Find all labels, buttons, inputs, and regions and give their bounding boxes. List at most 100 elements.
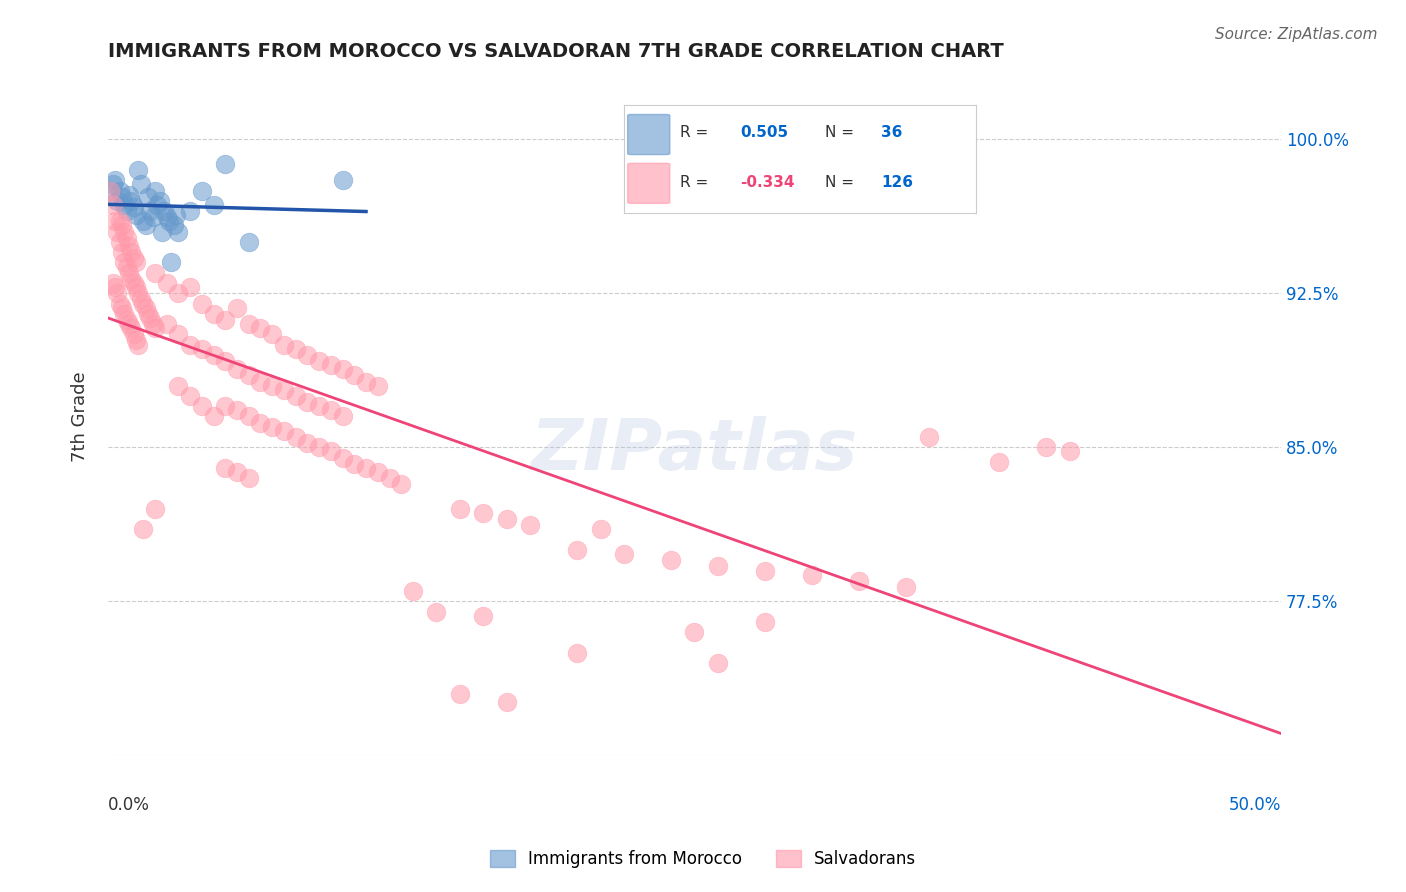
Point (118, 187, 141, 202)
Point (343, 457, 366, 471)
Point (800, 153, 823, 167)
Point (894, 580, 917, 594)
Point (108, 235, 131, 249)
Point (127, 163, 149, 178)
Point (105, 194, 128, 208)
Point (142, 211, 165, 225)
Point (143, 184, 166, 198)
Point (308, 440, 330, 454)
Point (226, 465, 249, 479)
Point (707, 656, 730, 670)
Point (202, 409, 225, 424)
Point (98, 184, 121, 198)
Point (122, 327, 145, 342)
Point (202, 198, 225, 212)
Point (132, 214, 155, 228)
Point (707, 559, 730, 574)
Point (332, 450, 354, 465)
Point (238, 235, 260, 249)
Point (127, 337, 149, 351)
Point (120, 272, 142, 286)
Point (613, 547, 636, 561)
Text: 50.0%: 50.0% (1229, 796, 1281, 814)
Point (284, 342, 307, 356)
Point (191, 184, 214, 198)
Point (135, 219, 157, 233)
Point (105, 286, 128, 301)
Point (226, 362, 249, 376)
Point (129, 178, 152, 192)
Point (238, 471, 260, 485)
Point (367, 378, 389, 392)
Point (104, 173, 127, 187)
Point (165, 208, 187, 222)
Point (139, 310, 162, 325)
Point (449, 687, 471, 701)
Point (143, 502, 166, 516)
Text: 0.0%: 0.0% (108, 796, 150, 814)
Point (122, 276, 145, 290)
Point (118, 317, 141, 331)
Point (143, 266, 166, 280)
Point (104, 280, 127, 294)
Point (115, 313, 138, 327)
Point (157, 214, 180, 228)
Point (273, 424, 295, 438)
Point (156, 211, 179, 225)
Point (179, 280, 201, 294)
Point (332, 362, 354, 376)
Point (111, 190, 134, 204)
Point (101, 178, 124, 192)
Point (202, 348, 225, 362)
Point (226, 301, 249, 315)
Point (800, 567, 823, 582)
Point (111, 301, 134, 315)
Point (567, 543, 589, 558)
Point (127, 286, 149, 301)
Point (112, 225, 135, 239)
Point (111, 245, 134, 260)
Point (238, 317, 260, 331)
Point (297, 395, 319, 409)
Point (112, 307, 135, 321)
Point (425, 605, 447, 619)
Point (918, 430, 941, 444)
Point (449, 502, 471, 516)
Point (754, 615, 776, 629)
Point (160, 255, 183, 269)
Point (191, 342, 214, 356)
Point (179, 389, 201, 403)
Point (214, 460, 236, 475)
Point (354, 375, 377, 389)
Point (332, 173, 354, 187)
Point (319, 358, 342, 372)
Point (249, 375, 271, 389)
Point (191, 296, 214, 310)
Point (125, 280, 148, 294)
Point (519, 518, 541, 533)
Point (354, 460, 377, 475)
Point (273, 383, 295, 397)
Point (389, 477, 412, 491)
Point (495, 695, 517, 709)
Point (308, 354, 330, 368)
Point (120, 321, 142, 335)
Point (262, 378, 284, 392)
Point (1059, 444, 1081, 458)
Point (226, 403, 249, 417)
Point (167, 378, 190, 392)
Point (495, 512, 517, 526)
Point (112, 255, 135, 269)
Legend: Immigrants from Morocco, Salvadorans: Immigrants from Morocco, Salvadorans (484, 843, 922, 875)
Point (308, 399, 330, 413)
Point (297, 436, 319, 450)
Point (214, 313, 236, 327)
Point (101, 276, 124, 290)
Point (108, 296, 131, 310)
Point (153, 204, 176, 219)
Point (122, 200, 145, 214)
Point (567, 646, 589, 660)
Point (262, 419, 284, 434)
Point (136, 307, 159, 321)
Point (167, 286, 190, 301)
